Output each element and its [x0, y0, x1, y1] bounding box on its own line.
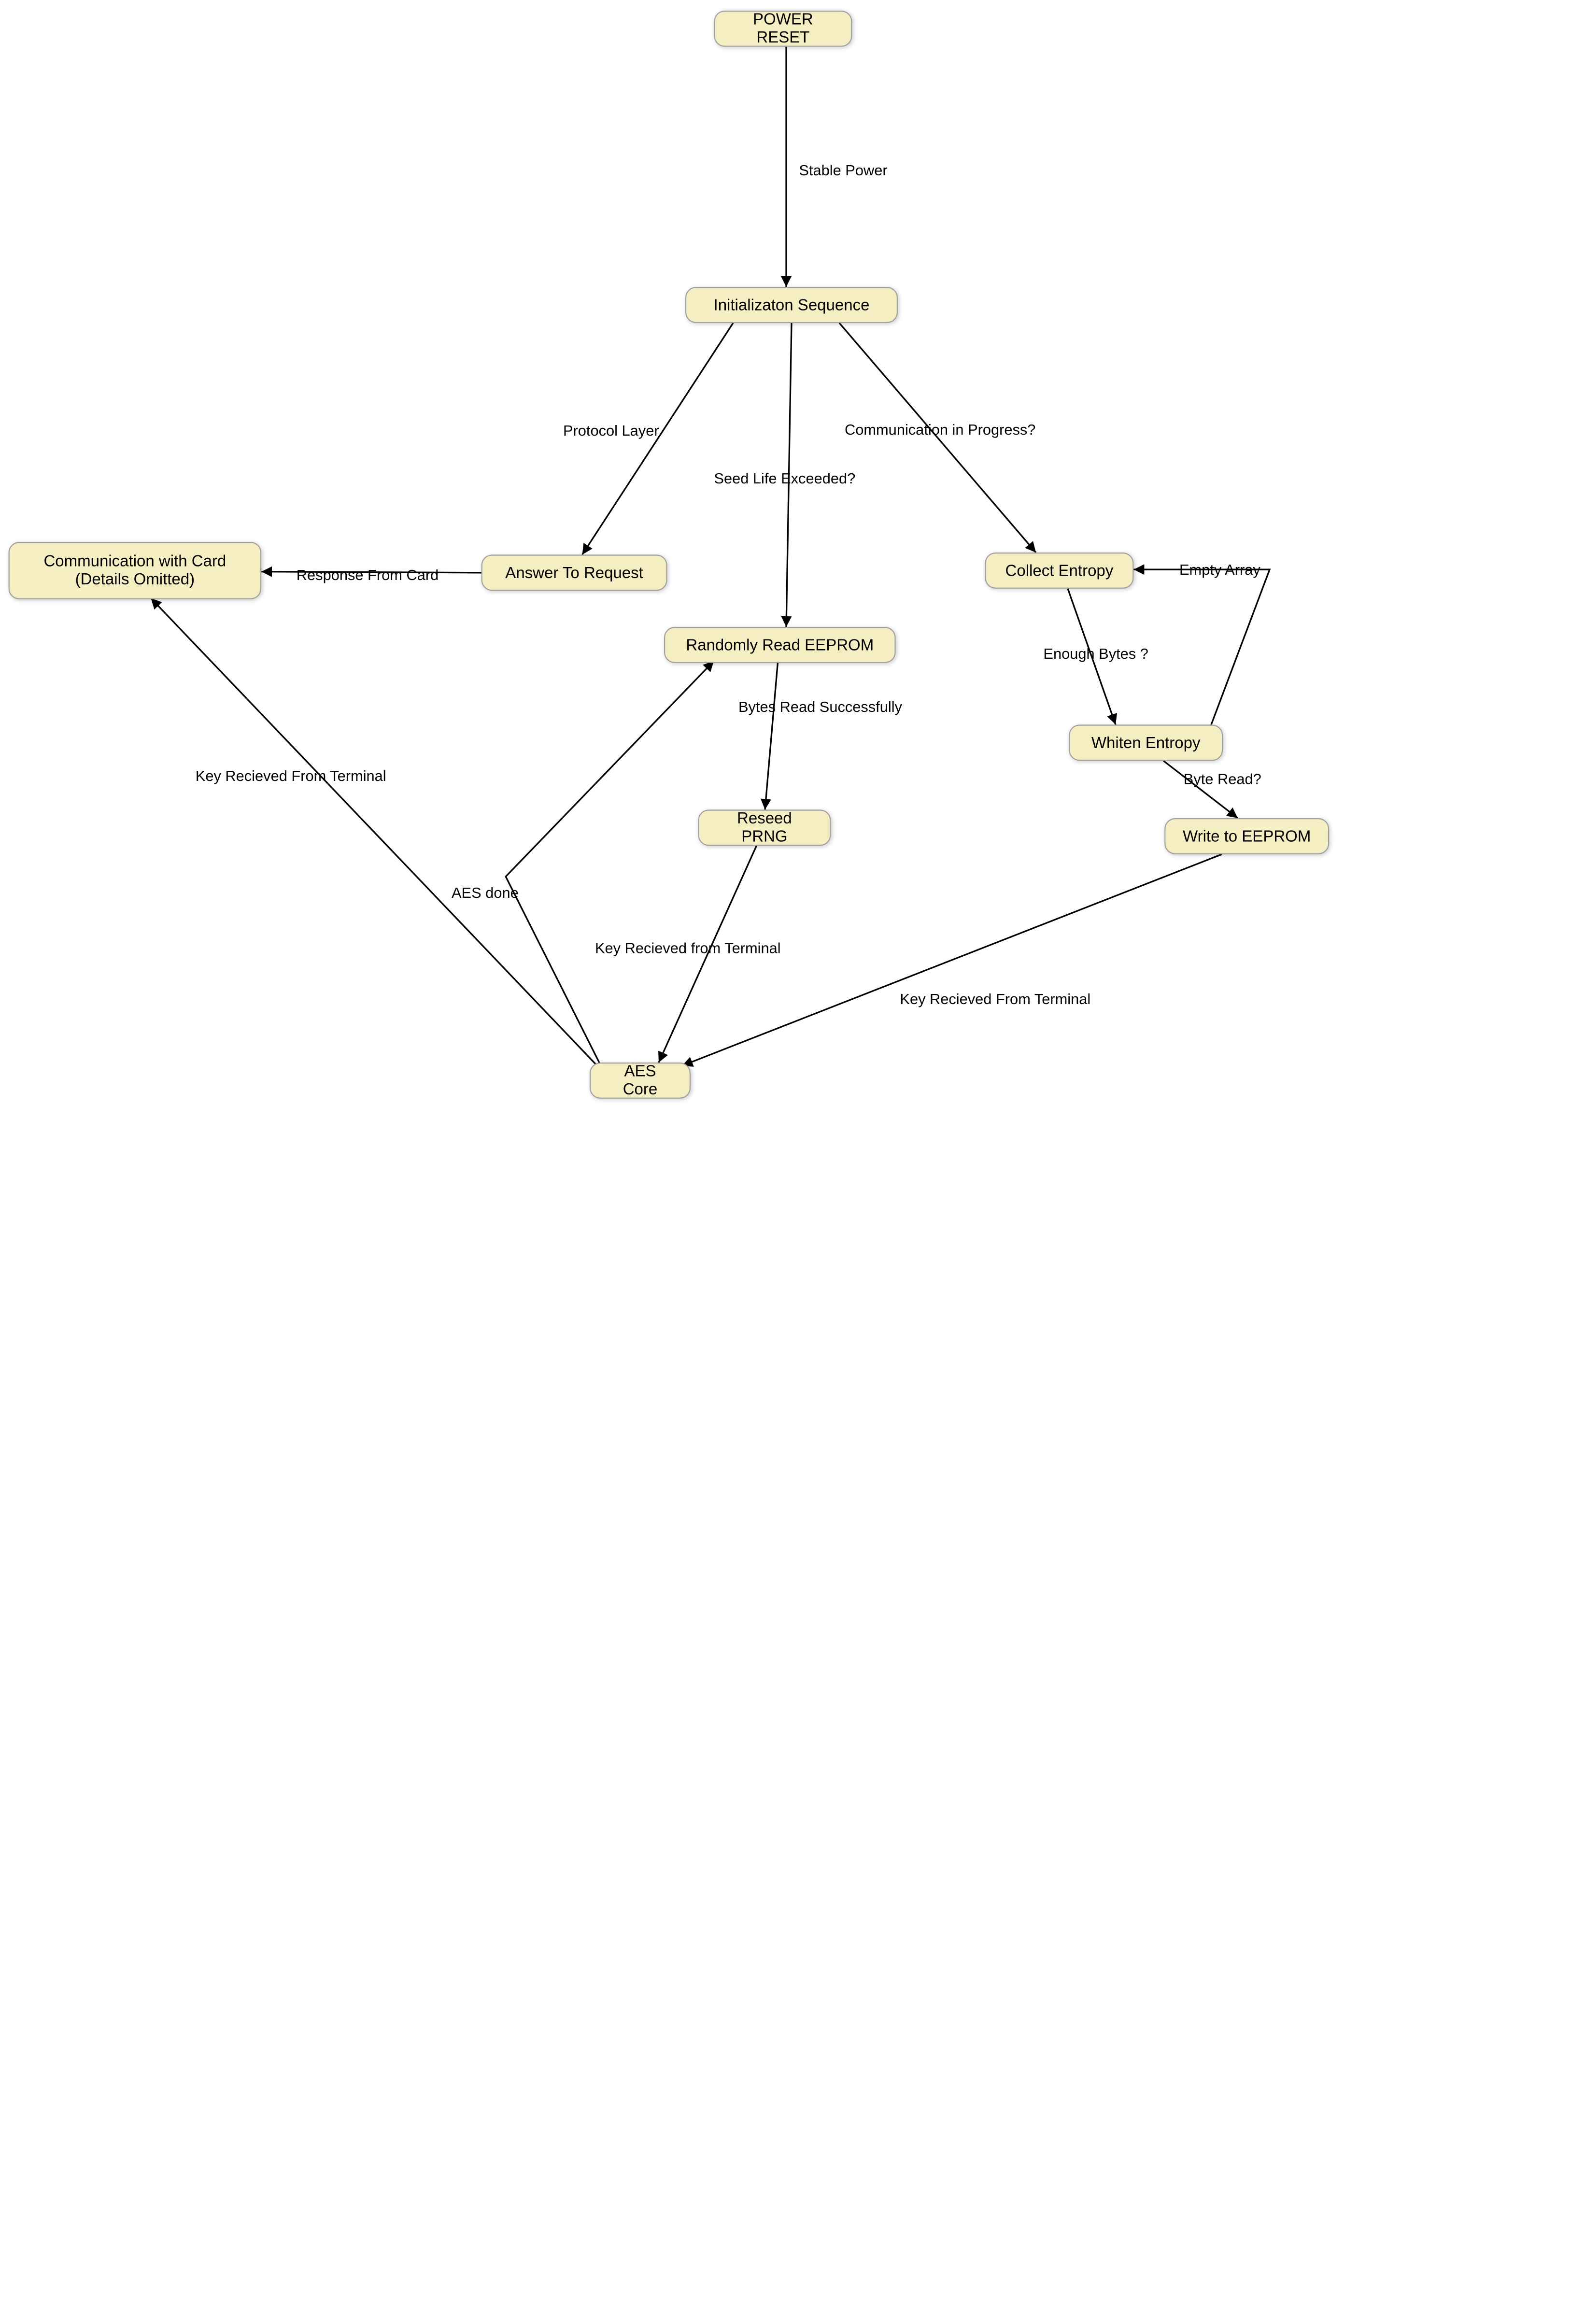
node-reseed-prng: Reseed PRNG — [698, 809, 831, 846]
edge-label-whiten-to-collect: Empty Array — [1177, 559, 1263, 580]
edge-read_eeprom-to-reseed — [765, 663, 778, 810]
node-power-reset: POWER RESET — [714, 11, 852, 47]
node-write-to-eeprom: Write to EEPROM — [1164, 818, 1329, 854]
edge-label-init_seq-to-collect: Communication in Progress? — [843, 419, 1038, 440]
node-whiten-entropy: Whiten Entropy — [1069, 724, 1223, 761]
edge-write_eeprom-to-aes_core — [682, 854, 1222, 1066]
node-aes-core: AES Core — [590, 1063, 691, 1099]
edge-label-reseed-to-aes_core: Key Recieved from Terminal — [593, 937, 783, 958]
edge-label-init_seq-to-read_eeprom: Seed Life Exceeded? — [712, 468, 858, 489]
edge-aes_core-to-comm_card — [151, 598, 598, 1067]
node-communication-with-card: Communication with Card (Details Omitted… — [9, 542, 262, 599]
edge-label-whiten-to-write_eeprom: Byte Read? — [1181, 768, 1263, 790]
edge-label-read_eeprom-to-reseed: Bytes Read Successfully — [736, 696, 905, 717]
node-initialization-sequence: Initializaton Sequence — [685, 287, 898, 323]
edge-label-collect-to-whiten: Enough Bytes ? — [1041, 643, 1150, 664]
edge-whiten-to-collect — [1133, 569, 1270, 724]
node-randomly-read-eeprom: Randomly Read EEPROM — [664, 627, 896, 663]
edge-label-power_reset-to-init_seq: Stable Power — [797, 159, 890, 181]
edge-label-aes_core-to-read_eeprom: AES done — [450, 882, 521, 903]
edge-label-write_eeprom-to-aes_core: Key Recieved From Terminal — [898, 988, 1093, 1009]
edge-label-init_seq-to-answer: Protocol Layer — [561, 420, 661, 441]
node-answer-to-request: Answer To Request — [481, 554, 667, 591]
edge-aes_core-to-read_eeprom — [506, 661, 714, 1064]
node-collect-entropy: Collect Entropy — [985, 553, 1133, 589]
edge-label-answer-to-comm_card: Response From Card — [294, 564, 440, 585]
edge-label-aes_core-to-comm_card: Key Recieved From Terminal — [193, 765, 388, 786]
